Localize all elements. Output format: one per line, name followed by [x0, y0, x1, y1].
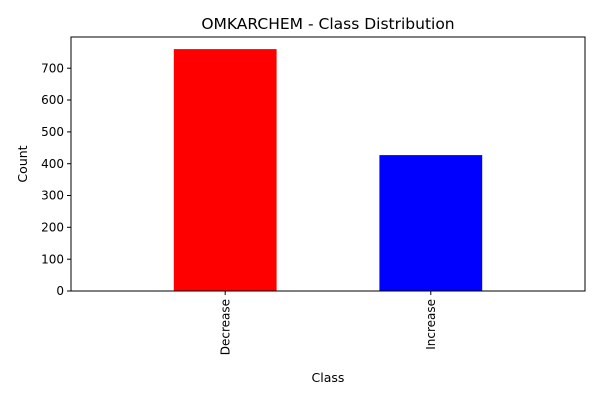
x-tick-label-decrease: Decrease	[218, 299, 232, 355]
chart-title: OMKARCHEM - Class Distribution	[201, 15, 454, 33]
x-axis-label: Class	[312, 370, 345, 385]
y-tick-label: 600	[41, 93, 64, 107]
plot-area: 0 100 200 300 400 500 600 700 Decrease Increase	[41, 49, 483, 355]
bar-increase	[379, 155, 483, 291]
y-tick-label: 300	[41, 189, 64, 203]
y-axis-label: Count	[15, 145, 30, 182]
plot-frame	[70, 36, 586, 292]
bar-decrease	[173, 49, 277, 291]
y-tick-label: 500	[41, 125, 64, 139]
x-tick-label-increase: Increase	[424, 299, 438, 350]
y-tick-label: 400	[41, 157, 64, 171]
y-tick-label: 0	[56, 284, 64, 298]
y-tick-label: 700	[41, 61, 64, 75]
y-tick-label: 100	[41, 252, 64, 266]
y-tick-label: 200	[41, 221, 64, 235]
